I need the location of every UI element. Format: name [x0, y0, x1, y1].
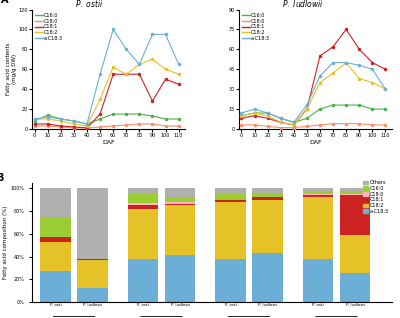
Bar: [340, 194, 370, 195]
Bar: [78, 288, 108, 302]
Bar: [40, 271, 71, 302]
Bar: [215, 202, 246, 259]
Bar: [303, 191, 333, 194]
Bar: [128, 209, 158, 259]
Bar: [215, 194, 246, 200]
Bar: [128, 205, 158, 209]
Bar: [128, 194, 158, 203]
Bar: [128, 203, 158, 205]
Bar: [40, 217, 71, 237]
Bar: [40, 237, 71, 242]
Bar: [340, 191, 370, 194]
Legend: C16:0, C18:0, C18:1, C18:2, a-C18:3: C16:0, C18:0, C18:1, C18:2, a-C18:3: [241, 12, 271, 42]
Text: $\it{P.}$ $\it{ostii}$: $\it{P.}$ $\it{ostii}$: [75, 0, 104, 9]
Bar: [128, 259, 158, 302]
Bar: [215, 259, 246, 302]
Bar: [40, 242, 71, 271]
Bar: [340, 188, 370, 191]
Bar: [252, 197, 283, 200]
Bar: [340, 195, 370, 235]
Bar: [340, 273, 370, 302]
Bar: [252, 188, 283, 193]
Bar: [78, 259, 108, 260]
Bar: [128, 188, 158, 194]
Bar: [303, 195, 333, 197]
Bar: [303, 197, 333, 259]
Bar: [303, 194, 333, 195]
Text: $\it{P.}$ $\it{ludlowii}$: $\it{P.}$ $\it{ludlowii}$: [282, 0, 324, 9]
Bar: [303, 188, 333, 191]
Legend: C16:0, C18:0, C18:1, C18:2, a-C18:3: C16:0, C18:0, C18:1, C18:2, a-C18:3: [34, 12, 64, 42]
Bar: [78, 260, 108, 288]
Bar: [165, 205, 195, 255]
Bar: [165, 197, 195, 202]
Bar: [215, 200, 246, 202]
Text: B: B: [0, 173, 3, 183]
Bar: [215, 188, 246, 194]
Y-axis label: Fatty acid contents
(mg/g DW): Fatty acid contents (mg/g DW): [6, 43, 17, 95]
Bar: [40, 188, 71, 217]
X-axis label: DAF: DAF: [102, 140, 115, 144]
Bar: [78, 188, 108, 259]
Bar: [303, 259, 333, 302]
Bar: [165, 188, 195, 197]
Bar: [165, 204, 195, 205]
Legend: Others, C16:0, C18:0, C18:1, C18:2, a-C18:3: Others, C16:0, C18:0, C18:1, C18:2, a-C1…: [362, 179, 390, 215]
Y-axis label: Fatty acid composition (%): Fatty acid composition (%): [2, 206, 8, 279]
Text: A: A: [1, 0, 9, 5]
Bar: [252, 193, 283, 197]
Bar: [252, 200, 283, 253]
X-axis label: DAF: DAF: [309, 140, 322, 144]
Bar: [340, 235, 370, 273]
Bar: [252, 253, 283, 302]
Bar: [165, 202, 195, 204]
Bar: [165, 255, 195, 302]
